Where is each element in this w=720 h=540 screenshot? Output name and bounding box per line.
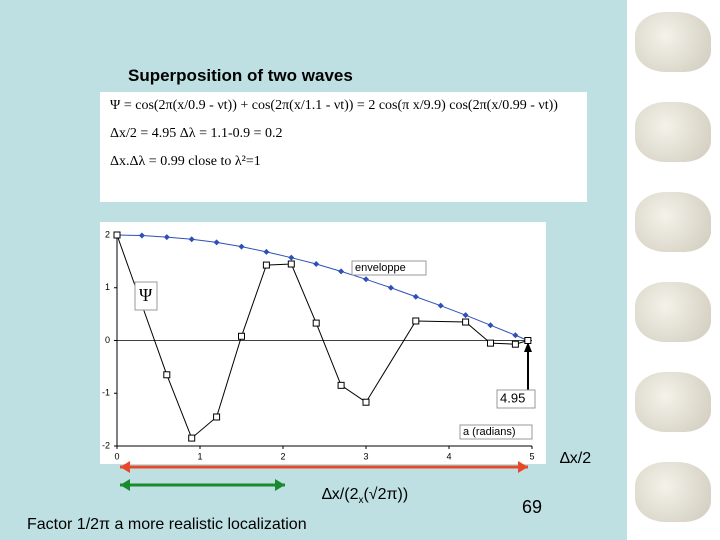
bear-image [635,372,711,432]
bear-image [635,12,711,72]
bear-image [635,462,711,522]
bear-image [635,282,711,342]
y-tick-label: 2 [105,229,110,239]
arrowhead [120,461,130,473]
marker [213,239,220,246]
marker [238,332,245,340]
marker [188,434,196,442]
y-tick-label: 0 [105,335,110,345]
marker [338,268,345,275]
marker [337,381,345,389]
y-tick-label: -2 [102,440,110,450]
marker [313,261,320,268]
text: (√2π)) [363,486,409,503]
slide-title: Superposition of two waves [128,66,353,85]
x-tick-label: 3 [363,451,368,461]
marker [412,317,420,325]
psi-box [134,281,158,311]
x-axis-label: a (radians) [463,426,516,438]
formula-line: Δx.Δλ = 0.99 close to λ²=1 [110,154,261,169]
marker [412,293,419,300]
subscript: x [358,495,364,507]
formula-line: Δx/2 = 4.95 Δλ = 1.1-0.9 = 0.2 [110,126,283,141]
footer: Factor 1/2π a more realistic localizatio… [27,516,307,533]
marker [262,261,270,269]
psi-label: Ψ [139,285,153,305]
x-tick-label: 2 [280,451,285,461]
arrowhead [518,461,528,473]
bear-image [635,102,711,162]
y-tick-label: 1 [105,282,110,292]
arrowhead [275,479,285,491]
marker [512,332,519,339]
marker [437,302,444,309]
series-line [116,234,529,341]
chart-background [100,222,546,464]
marker [387,284,394,291]
x-tick-label: 1 [197,451,202,461]
page-number: 69 [522,497,543,517]
marker [462,318,470,326]
marker [487,322,494,329]
marker [163,234,170,241]
formula-line: Ψ = cos(2π(x/0.9 - νt)) + cos(2π(x/1.1 -… [110,98,558,113]
arrowhead [120,479,130,491]
envelope-label-box [351,260,427,276]
marker [312,319,320,327]
formula-box: Ψ = cos(2π(x/0.9 - νt)) + cos(2π(x/1.1 -… [100,92,587,202]
x-axis-label-box [459,424,533,440]
marker [263,248,270,255]
marker [213,413,221,421]
marker [487,339,494,347]
x-tick-label: 0 [114,451,119,461]
end-label-box [496,389,536,409]
half-width-label: ∆x/2 [560,450,592,467]
marker [138,232,145,239]
y-tick-label: -1 [102,388,110,398]
arrowhead [524,342,532,352]
marker [287,260,295,268]
bear-image [635,192,711,252]
marker [524,337,532,344]
marker [188,236,195,243]
x-tick-label: 5 [529,451,534,461]
sidebar [627,0,720,540]
marker [238,243,245,250]
marker [163,371,171,379]
reduced-width-label: ∆x/(2x(√2π)) [322,486,408,506]
marker [363,276,369,283]
marker [113,231,121,239]
end-label: 4.95 [500,390,525,405]
x-tick-label: 4 [446,451,451,461]
envelope-label: enveloppe [355,262,406,274]
marker [362,398,370,406]
text: ∆x/(2 [322,486,359,503]
marker [511,340,519,348]
marker [462,312,469,319]
marker [288,254,295,261]
